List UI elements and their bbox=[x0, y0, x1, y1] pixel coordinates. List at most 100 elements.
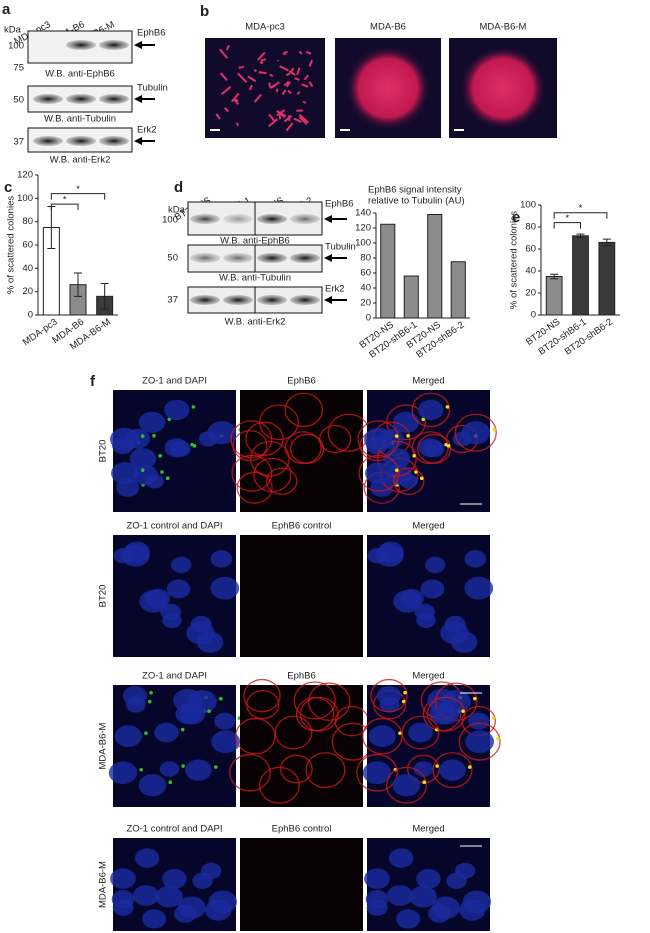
blot-band bbox=[99, 40, 129, 50]
micrograph-content bbox=[230, 392, 370, 504]
nucleus bbox=[134, 848, 160, 868]
cell-strand bbox=[285, 122, 294, 132]
y-tick-label: 20 bbox=[22, 286, 33, 297]
membrane bbox=[232, 430, 268, 462]
membrane bbox=[370, 678, 408, 713]
y-tick-label: 80 bbox=[22, 216, 33, 227]
junction bbox=[492, 427, 496, 432]
nucleus bbox=[138, 774, 167, 797]
error-bar bbox=[100, 283, 109, 310]
y-axis-label: % of scattered colonies bbox=[6, 196, 17, 294]
junction bbox=[147, 699, 152, 704]
blot-band bbox=[290, 253, 320, 263]
blot-band bbox=[99, 94, 129, 104]
junction bbox=[144, 731, 148, 735]
junction bbox=[461, 709, 465, 713]
membrane bbox=[411, 392, 451, 428]
nucleus bbox=[444, 615, 466, 633]
nucleus bbox=[207, 421, 237, 445]
arrow-head bbox=[324, 215, 332, 223]
junction bbox=[168, 780, 173, 785]
y-tick-label: 40 bbox=[525, 266, 536, 277]
membrane bbox=[356, 753, 398, 792]
marker-label: 75 bbox=[13, 63, 24, 74]
nucleus bbox=[365, 462, 393, 485]
nucleus bbox=[155, 885, 183, 908]
blot-band bbox=[190, 295, 220, 305]
bar bbox=[427, 214, 443, 319]
image-title: MDA-pc3 bbox=[245, 22, 285, 33]
nucleus bbox=[160, 603, 181, 621]
significance-star: * bbox=[565, 213, 569, 224]
panel-letter: d bbox=[174, 179, 183, 196]
significance-bracket bbox=[50, 203, 79, 211]
blot-band bbox=[33, 94, 63, 104]
nucleus bbox=[169, 440, 191, 458]
membrane bbox=[426, 696, 466, 732]
nucleus bbox=[139, 590, 168, 613]
y-tick-label: 40 bbox=[360, 283, 371, 294]
cell-strand bbox=[298, 116, 308, 125]
membrane bbox=[229, 753, 271, 792]
error-bar bbox=[550, 273, 559, 280]
column-title: ZO-1 control and DAPI bbox=[126, 824, 222, 835]
cell-strand bbox=[283, 115, 293, 123]
nucleus bbox=[110, 868, 136, 889]
blot-band bbox=[257, 214, 287, 224]
cell-strand bbox=[276, 110, 286, 119]
blot-caption: W.B. anti-Tubulin bbox=[219, 273, 291, 284]
y-tick-label: 140 bbox=[355, 208, 371, 219]
cell-strand bbox=[281, 89, 287, 96]
cell-strand bbox=[238, 65, 245, 69]
nucleus bbox=[185, 759, 212, 781]
column-title: ZO-1 control and DAPI bbox=[126, 521, 222, 532]
junction bbox=[435, 764, 439, 768]
panel-letter: f bbox=[90, 373, 96, 390]
blot-caption: W.B. anti-Tubulin bbox=[44, 114, 116, 125]
membrane bbox=[385, 766, 427, 804]
micrograph-content bbox=[110, 399, 242, 497]
nucleus bbox=[461, 421, 491, 445]
cell-strand bbox=[285, 81, 291, 88]
junction bbox=[160, 470, 164, 474]
y-axis-label: % of scattered colonies bbox=[509, 211, 520, 309]
bar bbox=[450, 261, 466, 319]
protein-label: Erk2 bbox=[137, 125, 157, 136]
junction bbox=[140, 434, 145, 438]
nucleus bbox=[159, 761, 180, 777]
nucleus bbox=[376, 685, 402, 706]
y-tick-label: 0 bbox=[531, 310, 536, 321]
blot-caption: W.B. anti-Erk2 bbox=[225, 317, 286, 328]
junction bbox=[467, 765, 472, 769]
blot-band bbox=[290, 295, 320, 305]
nucleus bbox=[416, 869, 441, 889]
column-title: Merged bbox=[412, 376, 444, 387]
membrane bbox=[279, 754, 313, 784]
nucleus bbox=[455, 862, 476, 879]
nucleus bbox=[162, 869, 187, 889]
membrane bbox=[299, 696, 339, 732]
cell-strand bbox=[301, 83, 309, 88]
cell-strand bbox=[247, 75, 257, 83]
nucleus bbox=[110, 427, 139, 451]
y-tick-label: 100 bbox=[355, 238, 371, 249]
cell-strand bbox=[235, 122, 240, 127]
significance-star: * bbox=[579, 203, 583, 214]
y-tick-label: 80 bbox=[360, 253, 371, 264]
error-bar bbox=[74, 272, 82, 297]
blot-caption: W.B. anti-Erk2 bbox=[50, 155, 111, 166]
protein-label: Tubulin bbox=[325, 242, 356, 253]
cell-strand bbox=[302, 100, 307, 104]
significance-star: * bbox=[76, 184, 80, 195]
junction bbox=[491, 716, 496, 720]
column-title: EphB6 bbox=[287, 376, 316, 387]
nucleus bbox=[364, 868, 390, 889]
membrane bbox=[293, 681, 336, 720]
junction bbox=[180, 727, 185, 732]
blot-caption: W.B. anti-EphB6 bbox=[45, 69, 115, 80]
blot-band bbox=[66, 136, 96, 146]
junction bbox=[165, 476, 170, 481]
membrane bbox=[265, 467, 298, 495]
nucleus bbox=[388, 848, 414, 868]
nucleus bbox=[392, 411, 420, 433]
